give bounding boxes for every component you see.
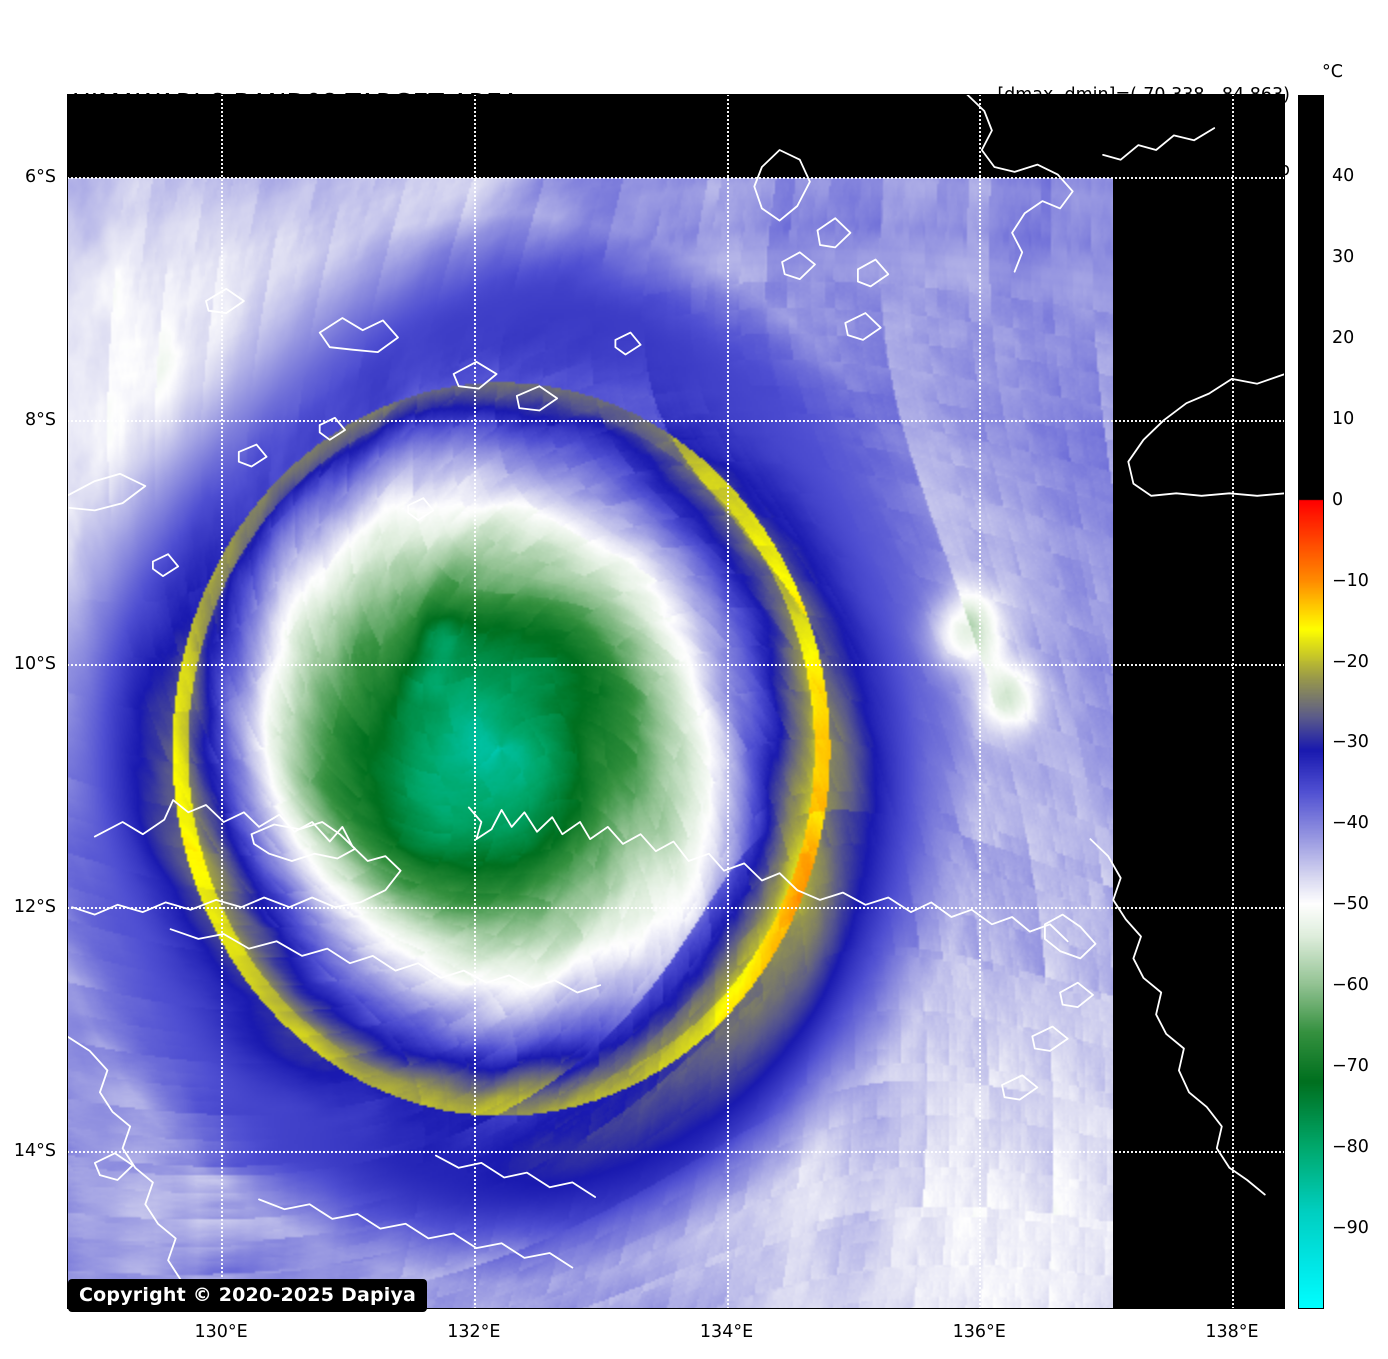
- gridline-horizontal: [67, 663, 1285, 666]
- coastline-path: [1102, 127, 1216, 161]
- longitude-tick-label: 134°E: [699, 1322, 754, 1342]
- coastline-path: [152, 553, 180, 577]
- colorbar-tick-label: 20: [1332, 327, 1355, 348]
- coastline-path: [753, 149, 811, 222]
- brightness-temperature-raster: [67, 178, 1113, 1309]
- coastline-path: [965, 94, 1074, 273]
- coastline-path: [452, 360, 498, 390]
- coastline-path: [796, 889, 1069, 943]
- coastline-path: [71, 799, 402, 916]
- longitude-tick-label: 130°E: [194, 1322, 248, 1342]
- colorbar-tick-label: −60: [1332, 975, 1369, 996]
- coastline-path: [318, 317, 399, 353]
- colorbar-tick-label: −10: [1332, 570, 1369, 591]
- latitude-tick-label: 8°S: [25, 410, 56, 431]
- coastline-path: [515, 385, 559, 412]
- coastline-path: [1044, 913, 1097, 960]
- coastline-path: [781, 251, 816, 280]
- latitude-tick-label: 10°S: [13, 653, 56, 674]
- colorbar-tick-label: 40: [1332, 165, 1355, 186]
- gridline-vertical: [979, 94, 982, 1309]
- coastline-path: [1127, 373, 1285, 497]
- satellite-image-plot: [67, 94, 1285, 1309]
- colorbar-tick-label: 10: [1332, 408, 1355, 429]
- longitude-tick-label: 138°E: [1205, 1322, 1259, 1342]
- coastline-path: [169, 928, 602, 994]
- coastline-path: [1031, 1025, 1069, 1052]
- gridline-horizontal: [67, 176, 1285, 179]
- longitude-tick-label: 136°E: [952, 1322, 1006, 1342]
- coastline-path: [1001, 1074, 1039, 1101]
- colorbar-tick-label: −20: [1332, 651, 1369, 672]
- coastline-path: [93, 1152, 134, 1181]
- coastline-path: [1089, 838, 1266, 1196]
- coastline-path: [407, 497, 435, 521]
- coastline-path: [816, 217, 852, 249]
- gridline-vertical: [1231, 94, 1234, 1309]
- gridline-horizontal: [67, 907, 1285, 910]
- latitude-tick-label: 14°S: [13, 1140, 56, 1161]
- copyright-badge: Copyright © 2020-2025 Dapiya: [68, 1279, 428, 1312]
- coastline-overlay: [67, 94, 1285, 1296]
- coastline-path: [67, 472, 147, 512]
- colorbar-tick-label: −80: [1332, 1137, 1369, 1158]
- coastline-path: [614, 331, 642, 356]
- coastline-path: [258, 1198, 574, 1269]
- latitude-tick-label: 6°S: [25, 166, 56, 187]
- coastline-path: [67, 1035, 200, 1296]
- colorbar-tick-label: −70: [1332, 1056, 1369, 1077]
- coastline-path: [237, 443, 268, 468]
- gridline-vertical: [221, 94, 224, 1309]
- gridline-horizontal: [67, 420, 1285, 423]
- coastline-path: [1059, 981, 1094, 1008]
- colorbar-tick-label: −30: [1332, 732, 1369, 753]
- coastline-path: [857, 258, 890, 288]
- colorbar-tick-label: −50: [1332, 894, 1369, 915]
- gridline-vertical: [726, 94, 729, 1309]
- colorbar: [1298, 95, 1324, 1309]
- coastline-path: [435, 1154, 596, 1198]
- gridline-horizontal: [67, 1150, 1285, 1153]
- coastline-path: [205, 287, 245, 314]
- colorbar-tick-label: −40: [1332, 813, 1369, 834]
- gridline-vertical: [473, 94, 476, 1309]
- coastline-path: [844, 312, 882, 341]
- coastline-path: [318, 416, 346, 441]
- colorbar-tick-label: 30: [1332, 246, 1355, 267]
- longitude-tick-label: 132°E: [447, 1322, 501, 1342]
- coastline-path: [250, 821, 356, 862]
- colorbar-unit-label: °C: [1322, 62, 1343, 82]
- colorbar-tick-label: −90: [1332, 1218, 1369, 1239]
- latitude-tick-label: 12°S: [13, 897, 56, 918]
- coastline-path: [467, 806, 799, 892]
- colorbar-tick-label: 0: [1332, 489, 1344, 510]
